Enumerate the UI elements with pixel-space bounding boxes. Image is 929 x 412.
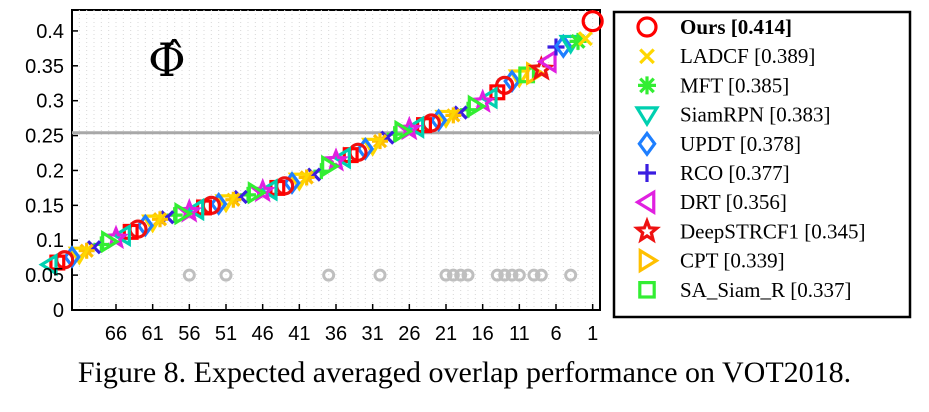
legend-marker (639, 48, 655, 65)
gray-markers (182, 268, 578, 282)
x-tick-label: 31 (362, 323, 384, 345)
x-tick-label: 21 (435, 323, 457, 345)
gray-marker (461, 268, 475, 282)
series-mark (536, 49, 557, 74)
y-tick-label: 0.2 (36, 160, 64, 182)
tracker-mark (331, 146, 351, 170)
legend-label: SiamRPN [0.383] (680, 103, 831, 127)
legend-label: Ours [0.414] (680, 15, 792, 39)
tracker-mark (405, 115, 425, 139)
gray-marker (512, 268, 526, 282)
tracker-mark (141, 214, 165, 234)
legend-marker (638, 164, 656, 182)
tracker-mark (434, 109, 458, 129)
tracker-mark (111, 223, 131, 248)
gray-marker (505, 268, 519, 282)
legend-label: LADCF [0.389] (680, 44, 815, 68)
x-tick-label: 56 (178, 323, 200, 345)
gray-marker (490, 268, 504, 282)
y-tick-label: 0 (53, 300, 64, 322)
plot-area: 00.050.10.150.20.250.30.350.4 66 61 56 51 46… (25, 9, 604, 345)
series-mark (569, 32, 587, 50)
legend-marker (633, 216, 661, 244)
phi-hat-symbol: Φ̂ (148, 33, 186, 87)
y-tick-label: 0.4 (36, 21, 64, 43)
legend-frame (612, 10, 912, 319)
x-tick-label: 1 (587, 323, 598, 345)
gray-marker (446, 268, 460, 282)
legend-marker (638, 281, 656, 299)
y-tick-label: 0.3 (36, 91, 64, 113)
legend-marker (634, 189, 656, 215)
tracker-mark (361, 137, 385, 157)
x-tick-label: 66 (105, 323, 127, 345)
series-mark (577, 31, 593, 47)
legend-label: RCO [0.377] (680, 161, 790, 185)
eao-ranking-chart: 00.050.10.150.20.250.30.350.4 66 61 56 51 46… (25, 9, 912, 345)
legend-label: DeepSTRCF1 [0.345] (680, 219, 866, 243)
gray-marker (564, 268, 578, 282)
gray-marker (373, 268, 387, 282)
x-tick-label: 46 (252, 323, 274, 345)
x-axis: 66 61 56 51 46 41 36 31 26 21 16 11 6 1 (105, 304, 598, 345)
legend-label: CPT [0.339] (680, 249, 785, 273)
y-axis: 0 0.05 0.1 0.15 0.2 0.25 0.3 0.35 0.4 (25, 21, 78, 322)
x-tick-label: 16 (472, 323, 494, 345)
legend-marker (636, 16, 658, 38)
gray-marker (454, 268, 468, 282)
x-tick-label: 6 (550, 323, 561, 345)
tracker-mark (258, 178, 278, 202)
y-tick-label: 0.25 (25, 126, 64, 148)
tracker-mark (185, 197, 205, 222)
top-tracker-marks (518, 10, 604, 86)
legend-label: DRT [0.356] (680, 190, 787, 214)
legend-marker (638, 247, 660, 274)
x-tick-label: 26 (398, 323, 420, 345)
y-tick-label: 0.35 (25, 56, 64, 78)
series-mark (554, 33, 573, 59)
legend-items: Ours [0.414] LADCF [0.389] MFT [0.385] Siam… (633, 15, 866, 302)
other-tracker-marks (38, 69, 531, 277)
y-tick-label: 0.15 (25, 195, 64, 217)
y-tick-label: 0.1 (36, 230, 64, 252)
tracker-mark (214, 194, 238, 214)
x-tick-label: 51 (215, 323, 237, 345)
tracker-mark (287, 172, 311, 192)
gray-marker (219, 268, 233, 282)
tracker-mark (209, 192, 228, 216)
gray-marker (527, 268, 541, 282)
x-tick-label: 36 (325, 323, 347, 345)
tracker-mark (38, 252, 58, 277)
figure-caption: Figure 8. Expected averaged overlap perf… (77, 356, 852, 389)
legend-label: MFT [0.385] (680, 73, 789, 97)
gray-marker (182, 268, 196, 282)
gray-marker (439, 268, 453, 282)
series-mark (581, 10, 604, 33)
y-tick-label: 0.05 (25, 265, 64, 287)
legend-label: UPDT [0.378] (680, 132, 801, 156)
legend-marker (638, 76, 656, 95)
legend-marker (637, 130, 657, 157)
gray-marker (534, 268, 548, 282)
legend-label: SA_Siam_R [0.337] (680, 278, 852, 302)
x-tick-label: 41 (288, 323, 310, 345)
legend: Ours [0.414] LADCF [0.389] MFT [0.385] Siam… (612, 10, 912, 319)
gray-marker (322, 268, 336, 282)
gray-marker (498, 268, 512, 282)
legend-marker (634, 106, 660, 128)
tracker-mark (67, 246, 91, 266)
x-tick-label: 61 (142, 323, 164, 345)
x-tick-label: 11 (509, 323, 530, 345)
